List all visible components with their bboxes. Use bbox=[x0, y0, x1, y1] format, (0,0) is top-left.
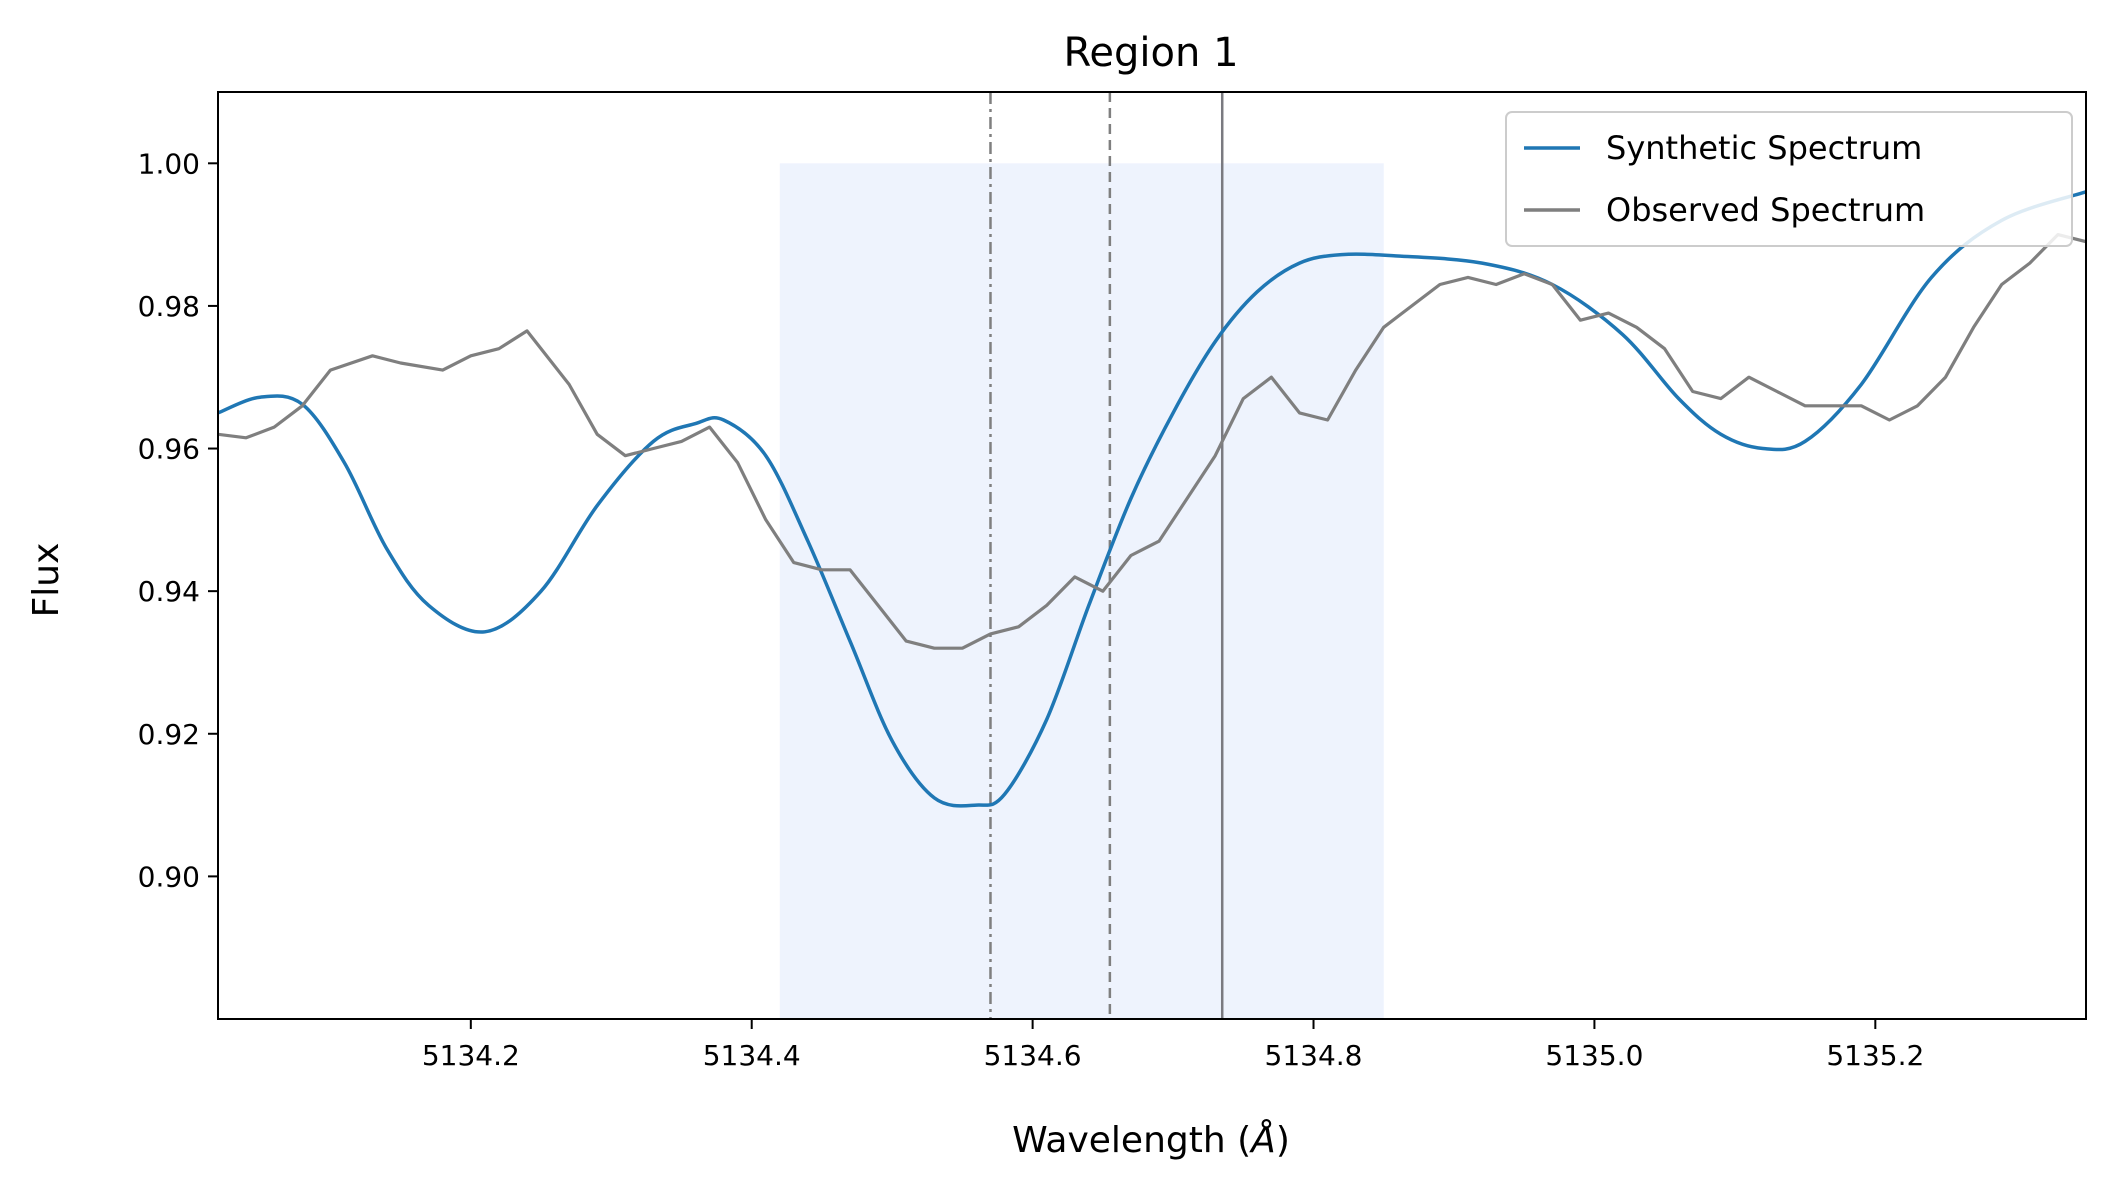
shaded-region bbox=[779, 163, 1384, 1020]
y-axis: 0.90 0.92 0.94 0.96 0.98 1.00 bbox=[138, 147, 218, 893]
x-tick-label: 5134.2 bbox=[422, 1039, 520, 1072]
y-tick-label: 0.96 bbox=[138, 433, 200, 466]
x-tick-label: 5134.4 bbox=[703, 1039, 801, 1072]
series-line-observed bbox=[218, 233, 2086, 650]
series-line-synthetic bbox=[218, 190, 2086, 808]
x-tick-label: 5135.2 bbox=[1826, 1039, 1924, 1072]
y-tick-label: 0.90 bbox=[138, 860, 200, 893]
chart-title: Region 1 bbox=[1063, 30, 1238, 76]
x-axis-label: Wavelength (Å) bbox=[1012, 1118, 1290, 1161]
legend-box bbox=[1505, 111, 2073, 247]
y-tick-label: 0.92 bbox=[138, 718, 200, 751]
legend: Synthetic Spectrum Observed Spectrum bbox=[1505, 111, 2073, 247]
vertical-lines bbox=[989, 92, 1224, 1019]
legend-label: Observed Spectrum bbox=[1606, 191, 1925, 229]
series-layer bbox=[218, 190, 2086, 808]
y-tick-label: 0.94 bbox=[138, 575, 200, 608]
x-tick-label: 5135.0 bbox=[1545, 1039, 1643, 1072]
x-tick-label: 5134.6 bbox=[984, 1039, 1082, 1072]
x-tick-label: 5134.8 bbox=[1265, 1039, 1363, 1072]
x-axis: 5134.2 5134.4 5134.6 5134.8 5135.0 5135.2 bbox=[422, 1019, 1924, 1072]
y-tick-label: 1.00 bbox=[138, 147, 200, 180]
plot-area bbox=[217, 91, 2087, 1020]
y-tick-label: 0.98 bbox=[138, 290, 200, 323]
legend-label: Synthetic Spectrum bbox=[1606, 129, 1922, 167]
plot-frame bbox=[217, 91, 2087, 1020]
y-axis-label: Flux bbox=[26, 543, 67, 618]
